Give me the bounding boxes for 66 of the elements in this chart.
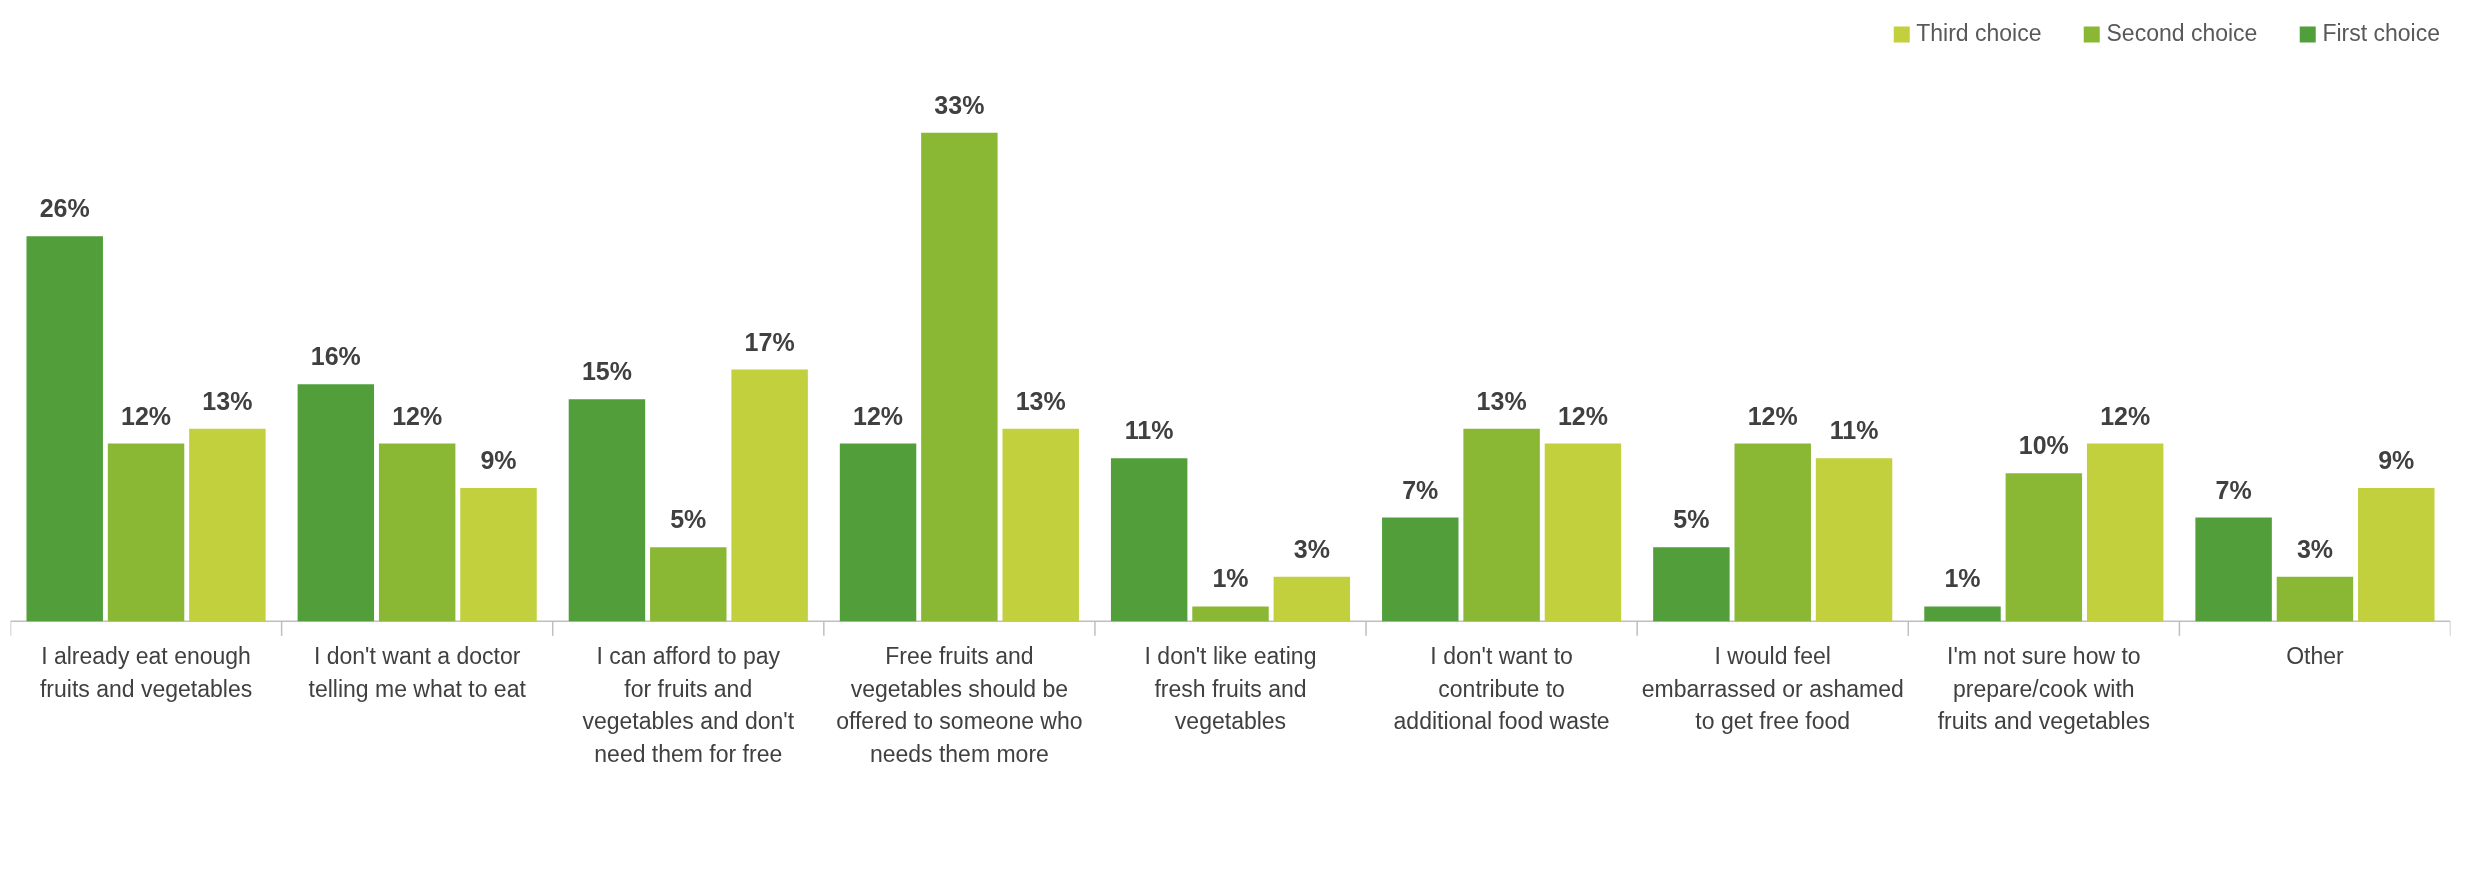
bar (1653, 547, 1730, 622)
bar (568, 399, 646, 622)
bar (2195, 517, 2272, 622)
bar (1463, 428, 1540, 622)
bar (1273, 576, 1351, 622)
data-label: 13% (202, 386, 253, 415)
data-label: 12% (392, 401, 443, 430)
data-label: 1% (1212, 564, 1249, 593)
bar (26, 236, 103, 622)
data-label: 3% (1293, 534, 1330, 563)
data-label: 17% (744, 327, 795, 356)
x-tick-label: I don't want a doctor telling me what to eat (308, 643, 527, 702)
data-label: 33% (934, 90, 985, 119)
x-tick-label: I'm not sure how to prepare/cook with fruits and vegetables (1937, 643, 2150, 735)
bar (1924, 606, 2001, 622)
data-label: 9% (480, 445, 517, 474)
data-label: 12% (1747, 401, 1798, 430)
bar (839, 443, 917, 622)
bar (189, 428, 266, 622)
bar (650, 547, 727, 622)
bar (2086, 443, 2164, 622)
data-label: 9% (2378, 445, 2415, 474)
data-label: 13% (1015, 386, 1066, 415)
legend-label: Third choice (1916, 20, 2042, 47)
data-label: 7% (2215, 475, 2252, 504)
bar (1544, 443, 1622, 622)
data-label: 12% (121, 401, 172, 430)
x-tick-label: Other (2286, 643, 2345, 670)
legend-label: First choice (2322, 20, 2440, 47)
bar (1192, 606, 1269, 622)
bar (731, 369, 808, 622)
data-label: 10% (2018, 431, 2069, 460)
bar (2358, 487, 2435, 622)
x-tick-label: Free fruits and vegetables should be offered to someone who needs them more (836, 643, 1083, 767)
x-tick-label: I would feel embarrassed or ashamed to get free food (1641, 643, 1904, 735)
x-tick-label: I don't like eating fresh fruits and vegetables (1144, 643, 1317, 735)
data-label: 16% (310, 342, 361, 371)
data-label: 11% (1829, 416, 1879, 445)
data-label: 1% (1944, 564, 1981, 593)
bar (1382, 517, 1459, 622)
x-tick-label: I don't want to contribute to additional food waste (1393, 643, 1610, 735)
bar (1110, 458, 1188, 622)
data-label: 3% (2296, 534, 2334, 563)
data-label: 5% (670, 505, 707, 534)
bar (2276, 576, 2354, 622)
data-label: 26% (39, 194, 90, 223)
data-label: 7% (1402, 475, 1439, 504)
data-label: 12% (853, 401, 904, 430)
x-tick-label: I can afford to pay for fruits and vegetables and don't need them for free (582, 643, 795, 767)
bar (297, 384, 375, 622)
data-label: 13% (1476, 386, 1527, 415)
bar (1002, 428, 1079, 622)
data-label: 12% (1557, 401, 1608, 430)
bar (460, 487, 537, 622)
data-label: 15% (581, 357, 632, 386)
bar (1815, 458, 1893, 622)
x-tick-label: I already eat enough fruits and vegetables (39, 643, 253, 702)
bar (378, 443, 456, 622)
data-label: 5% (1673, 505, 1710, 534)
bar (921, 132, 998, 622)
legend-label: Second choice (2106, 20, 2258, 47)
bar (1734, 443, 1811, 622)
bar (107, 443, 185, 622)
data-label: 12% (2100, 401, 2151, 430)
data-label: 11% (1124, 416, 1174, 445)
bar (2005, 473, 2083, 622)
